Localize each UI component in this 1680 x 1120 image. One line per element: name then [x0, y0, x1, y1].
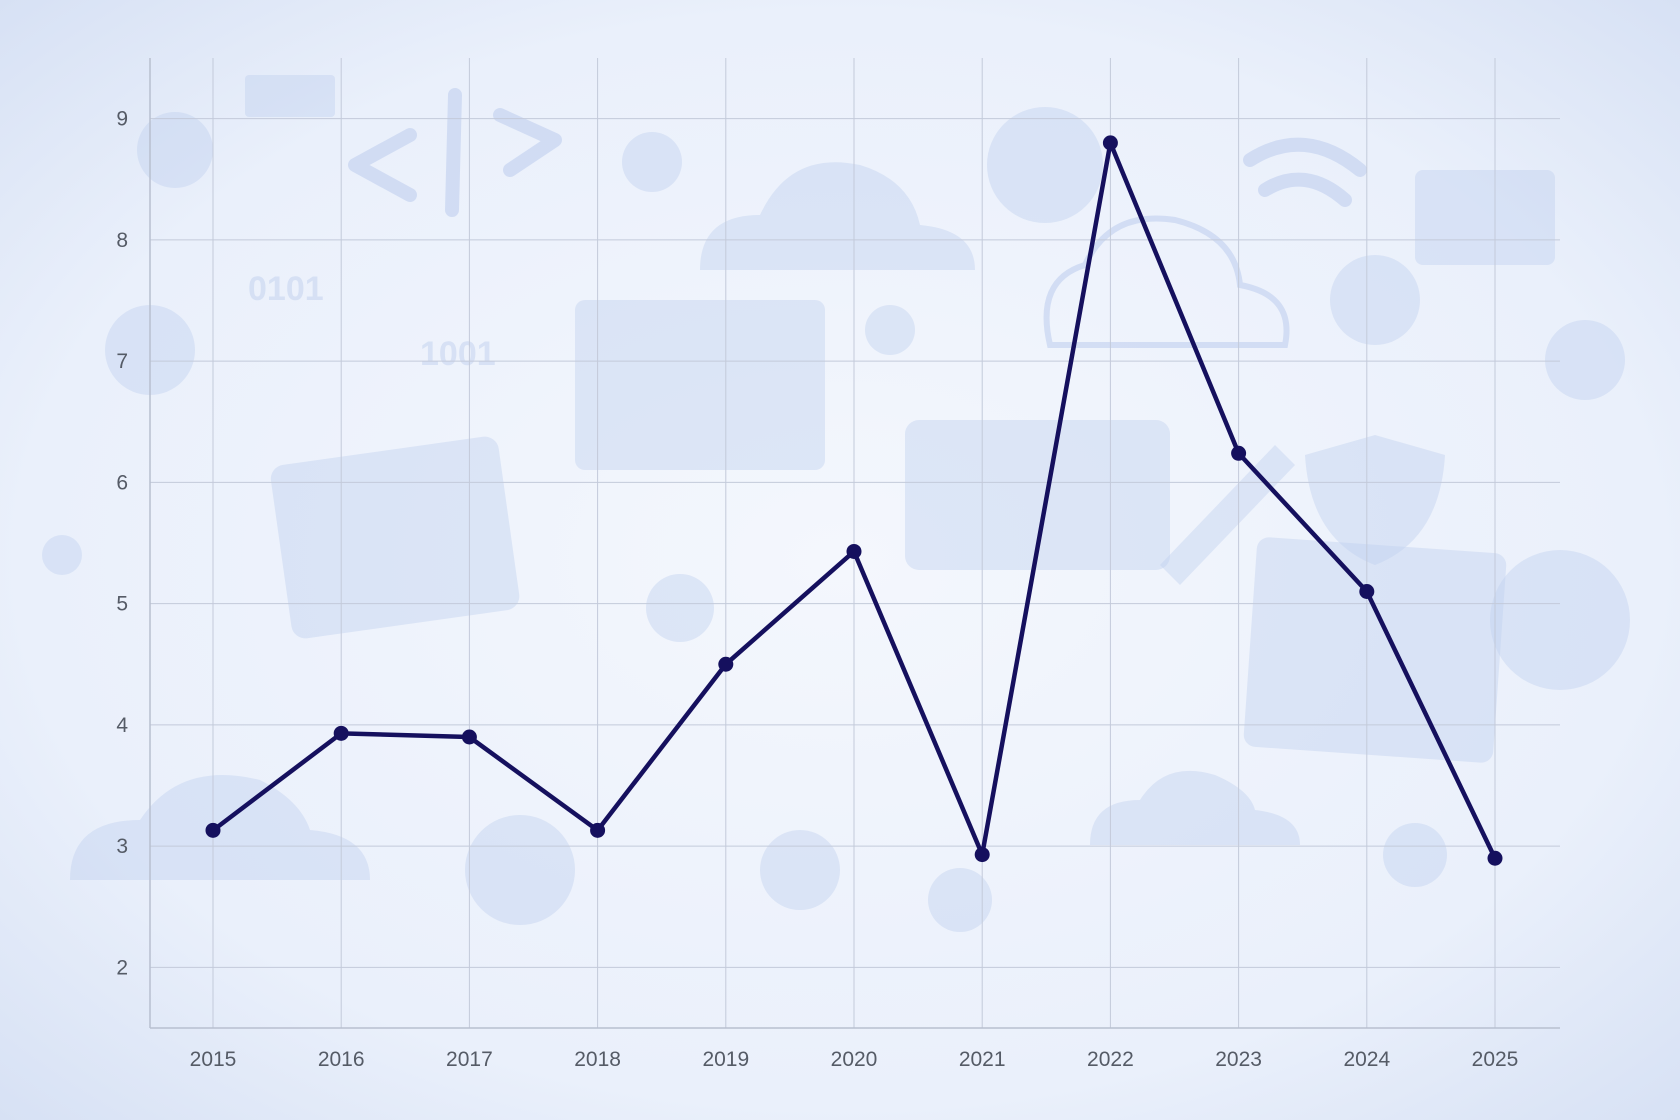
gear-icon: [1383, 823, 1447, 887]
axes: [149, 58, 1560, 1029]
data-point: [205, 822, 221, 838]
y-tick-label: 2: [116, 956, 128, 979]
y-tick-label: 5: [116, 593, 128, 616]
x-tick-label: 2016: [318, 1048, 365, 1071]
data-point: [461, 729, 477, 745]
blob-shape: [1490, 550, 1630, 690]
code-bracket-icon: [348, 128, 417, 202]
blob-shape: [1330, 255, 1420, 345]
data-point: [846, 543, 862, 559]
tick-labels: 2 3 4 5 6 7 8 9 2015 2016 2017 2018 2019 2020 2021 2022…: [116, 108, 1518, 1071]
blob-shape: [137, 112, 213, 188]
x-tick-label: 2018: [574, 1048, 621, 1071]
gear-icon: [987, 107, 1103, 223]
y-tick-label: 6: [116, 471, 128, 494]
cloud-icon: [1090, 770, 1300, 845]
gear-icon: [646, 574, 714, 642]
blob-shape: [865, 305, 915, 355]
y-tick-label: 9: [116, 108, 128, 131]
window-icon: [1415, 170, 1555, 265]
data-point: [1231, 445, 1247, 461]
grid: [150, 58, 1560, 1028]
gear-icon: [928, 868, 992, 932]
y-tick-label: 4: [116, 714, 128, 737]
data-point: [1102, 135, 1118, 151]
browser-icon: [1243, 537, 1507, 763]
blob-shape: [760, 830, 840, 910]
data-point: [974, 847, 990, 863]
x-tick-label: 2015: [190, 1048, 237, 1071]
window-icon: [270, 436, 520, 639]
x-tick-label: 2024: [1343, 1048, 1390, 1071]
binary-glyph: 0101: [248, 270, 324, 308]
gear-icon: [465, 815, 575, 925]
x-tick-label: 2025: [1472, 1048, 1519, 1071]
series-layer: [205, 135, 1503, 866]
data-point: [718, 656, 734, 672]
window-icon: [245, 75, 335, 117]
x-tick-label: 2022: [1087, 1048, 1134, 1071]
y-tick-label: 8: [116, 229, 128, 252]
y-tick-label: 3: [116, 835, 128, 858]
y-tick-label: 7: [116, 350, 128, 373]
cloud-upload-icon: [1043, 215, 1290, 348]
cloud-icon: [700, 162, 975, 270]
x-tick-label: 2019: [702, 1048, 749, 1071]
blob-shape: [1545, 320, 1625, 400]
x-tick-label: 2021: [959, 1048, 1006, 1071]
wifi-icon: [1243, 137, 1367, 177]
binary-glyph: 1001: [420, 335, 496, 373]
checklist-icon: [905, 420, 1170, 570]
data-point: [590, 822, 606, 838]
x-tick-label: 2017: [446, 1048, 493, 1071]
wifi-icon: [1258, 172, 1352, 207]
code-bracket-icon: [493, 108, 562, 177]
x-tick-label: 2020: [831, 1048, 878, 1071]
document-icon: [575, 300, 825, 470]
x-tick-label: 2023: [1215, 1048, 1262, 1071]
data-point: [1359, 584, 1375, 599]
code-slash-icon: [445, 88, 462, 217]
gear-icon: [622, 132, 682, 192]
data-point: [333, 725, 349, 741]
blob-shape: [42, 535, 82, 575]
data-point: [1487, 850, 1503, 866]
shield-icon: [1305, 435, 1445, 565]
